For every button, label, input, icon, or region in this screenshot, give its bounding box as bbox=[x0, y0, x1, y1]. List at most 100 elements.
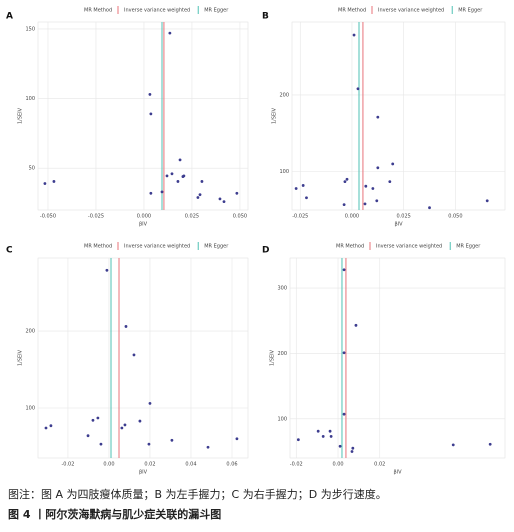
point bbox=[488, 442, 492, 446]
point bbox=[124, 325, 128, 328]
plot-background bbox=[37, 21, 249, 211]
point bbox=[354, 323, 358, 327]
y-axis-label: 1/SEIV bbox=[270, 349, 276, 366]
point bbox=[200, 180, 204, 183]
x-tick-label: 0.04 bbox=[185, 462, 196, 468]
x-tick-label: 0.06 bbox=[226, 462, 237, 468]
point bbox=[86, 434, 90, 438]
y-tick-label: 300 bbox=[277, 286, 287, 292]
x-axis-label: βIV bbox=[139, 470, 148, 476]
point bbox=[388, 180, 392, 184]
point bbox=[222, 200, 226, 204]
chart: 50 100 150 -0.050 -0.025 0.000 0.025 0.050 βIV 1/… bbox=[6, 6, 506, 476]
point bbox=[148, 401, 152, 405]
point bbox=[451, 443, 455, 447]
y-tick-label: 100 bbox=[279, 169, 289, 175]
x-tick-label: 0.050 bbox=[448, 214, 462, 220]
point bbox=[294, 187, 298, 190]
x-tick-label: -0.050 bbox=[40, 214, 56, 220]
point bbox=[235, 191, 239, 195]
x-tick-label: 0.000 bbox=[137, 214, 151, 220]
point bbox=[178, 158, 182, 162]
y-axis-label: 1/SEIV bbox=[18, 349, 24, 366]
point bbox=[52, 180, 56, 183]
plot-background bbox=[37, 257, 249, 459]
point bbox=[206, 445, 210, 449]
point bbox=[375, 199, 379, 203]
y-tick-label: 100 bbox=[25, 406, 35, 412]
caption-title: 图 4 丨阿尔茨海默病与肌少症关联的漏斗图 bbox=[8, 508, 222, 521]
legend-label: Inverse variance weighted bbox=[378, 8, 444, 14]
point bbox=[138, 419, 142, 423]
x-tick-label: 0.025 bbox=[185, 214, 199, 220]
legend-label: MR Egger bbox=[456, 244, 481, 250]
point bbox=[350, 450, 354, 453]
point bbox=[165, 174, 169, 178]
point bbox=[149, 191, 153, 195]
x-tick-label: 0.050 bbox=[233, 214, 247, 220]
point bbox=[170, 172, 174, 176]
point bbox=[343, 180, 347, 184]
point bbox=[316, 429, 320, 433]
point bbox=[99, 442, 103, 446]
point bbox=[329, 435, 333, 438]
point bbox=[123, 423, 127, 427]
panel-label: C bbox=[6, 246, 13, 256]
point bbox=[96, 416, 100, 420]
point bbox=[342, 351, 346, 355]
point bbox=[338, 444, 342, 448]
plot-background bbox=[291, 21, 506, 211]
point bbox=[43, 182, 47, 185]
point bbox=[198, 193, 202, 197]
point bbox=[301, 184, 305, 187]
x-tick-label: -0.02 bbox=[290, 462, 303, 468]
legend-title: MR Method bbox=[336, 244, 364, 250]
point bbox=[120, 426, 124, 430]
x-tick-label: 0.000 bbox=[345, 214, 359, 220]
point bbox=[364, 184, 368, 188]
point bbox=[371, 187, 375, 190]
x-tick-label: 0.02 bbox=[144, 462, 155, 468]
point bbox=[182, 174, 186, 178]
y-tick-label: 200 bbox=[25, 329, 35, 335]
x-tick-label: -0.02 bbox=[61, 462, 74, 468]
legend-title: MR Method bbox=[338, 8, 366, 14]
point bbox=[105, 268, 109, 272]
point bbox=[352, 33, 356, 37]
point bbox=[170, 438, 174, 442]
legend-label: MR Egger bbox=[204, 8, 229, 14]
panel-label: D bbox=[262, 246, 269, 256]
legend-label: MR Egger bbox=[458, 8, 483, 14]
point bbox=[49, 424, 53, 428]
x-tick-label: 0.025 bbox=[397, 214, 411, 220]
y-tick-label: 50 bbox=[29, 166, 35, 172]
y-tick-label: 100 bbox=[277, 416, 287, 422]
point bbox=[321, 435, 325, 438]
point bbox=[218, 197, 222, 201]
y-axis-label: 1/SEIV bbox=[272, 107, 278, 124]
legend-label: MR Egger bbox=[204, 244, 229, 250]
panel-label: B bbox=[262, 12, 269, 22]
point bbox=[91, 418, 95, 422]
y-axis-label: 1/SEIV bbox=[18, 107, 24, 124]
point bbox=[147, 442, 151, 446]
x-tick-label: 0.00 bbox=[103, 462, 114, 468]
point bbox=[345, 177, 349, 181]
point bbox=[44, 426, 48, 430]
point bbox=[168, 31, 172, 35]
x-tick-label: 0.00 bbox=[332, 462, 343, 468]
x-tick-label: 0.02 bbox=[374, 462, 385, 468]
point bbox=[160, 190, 164, 194]
panel-label: A bbox=[6, 12, 13, 22]
point bbox=[132, 353, 136, 357]
y-tick-label: 200 bbox=[279, 92, 289, 98]
point bbox=[485, 199, 489, 203]
x-axis-label: βIV bbox=[139, 222, 148, 228]
y-tick-label: 100 bbox=[25, 96, 35, 102]
point bbox=[305, 196, 308, 200]
point bbox=[428, 206, 431, 210]
point bbox=[342, 203, 346, 207]
x-tick-label: -0.025 bbox=[88, 214, 104, 220]
legend-label: Inverse variance weighted bbox=[124, 244, 190, 250]
